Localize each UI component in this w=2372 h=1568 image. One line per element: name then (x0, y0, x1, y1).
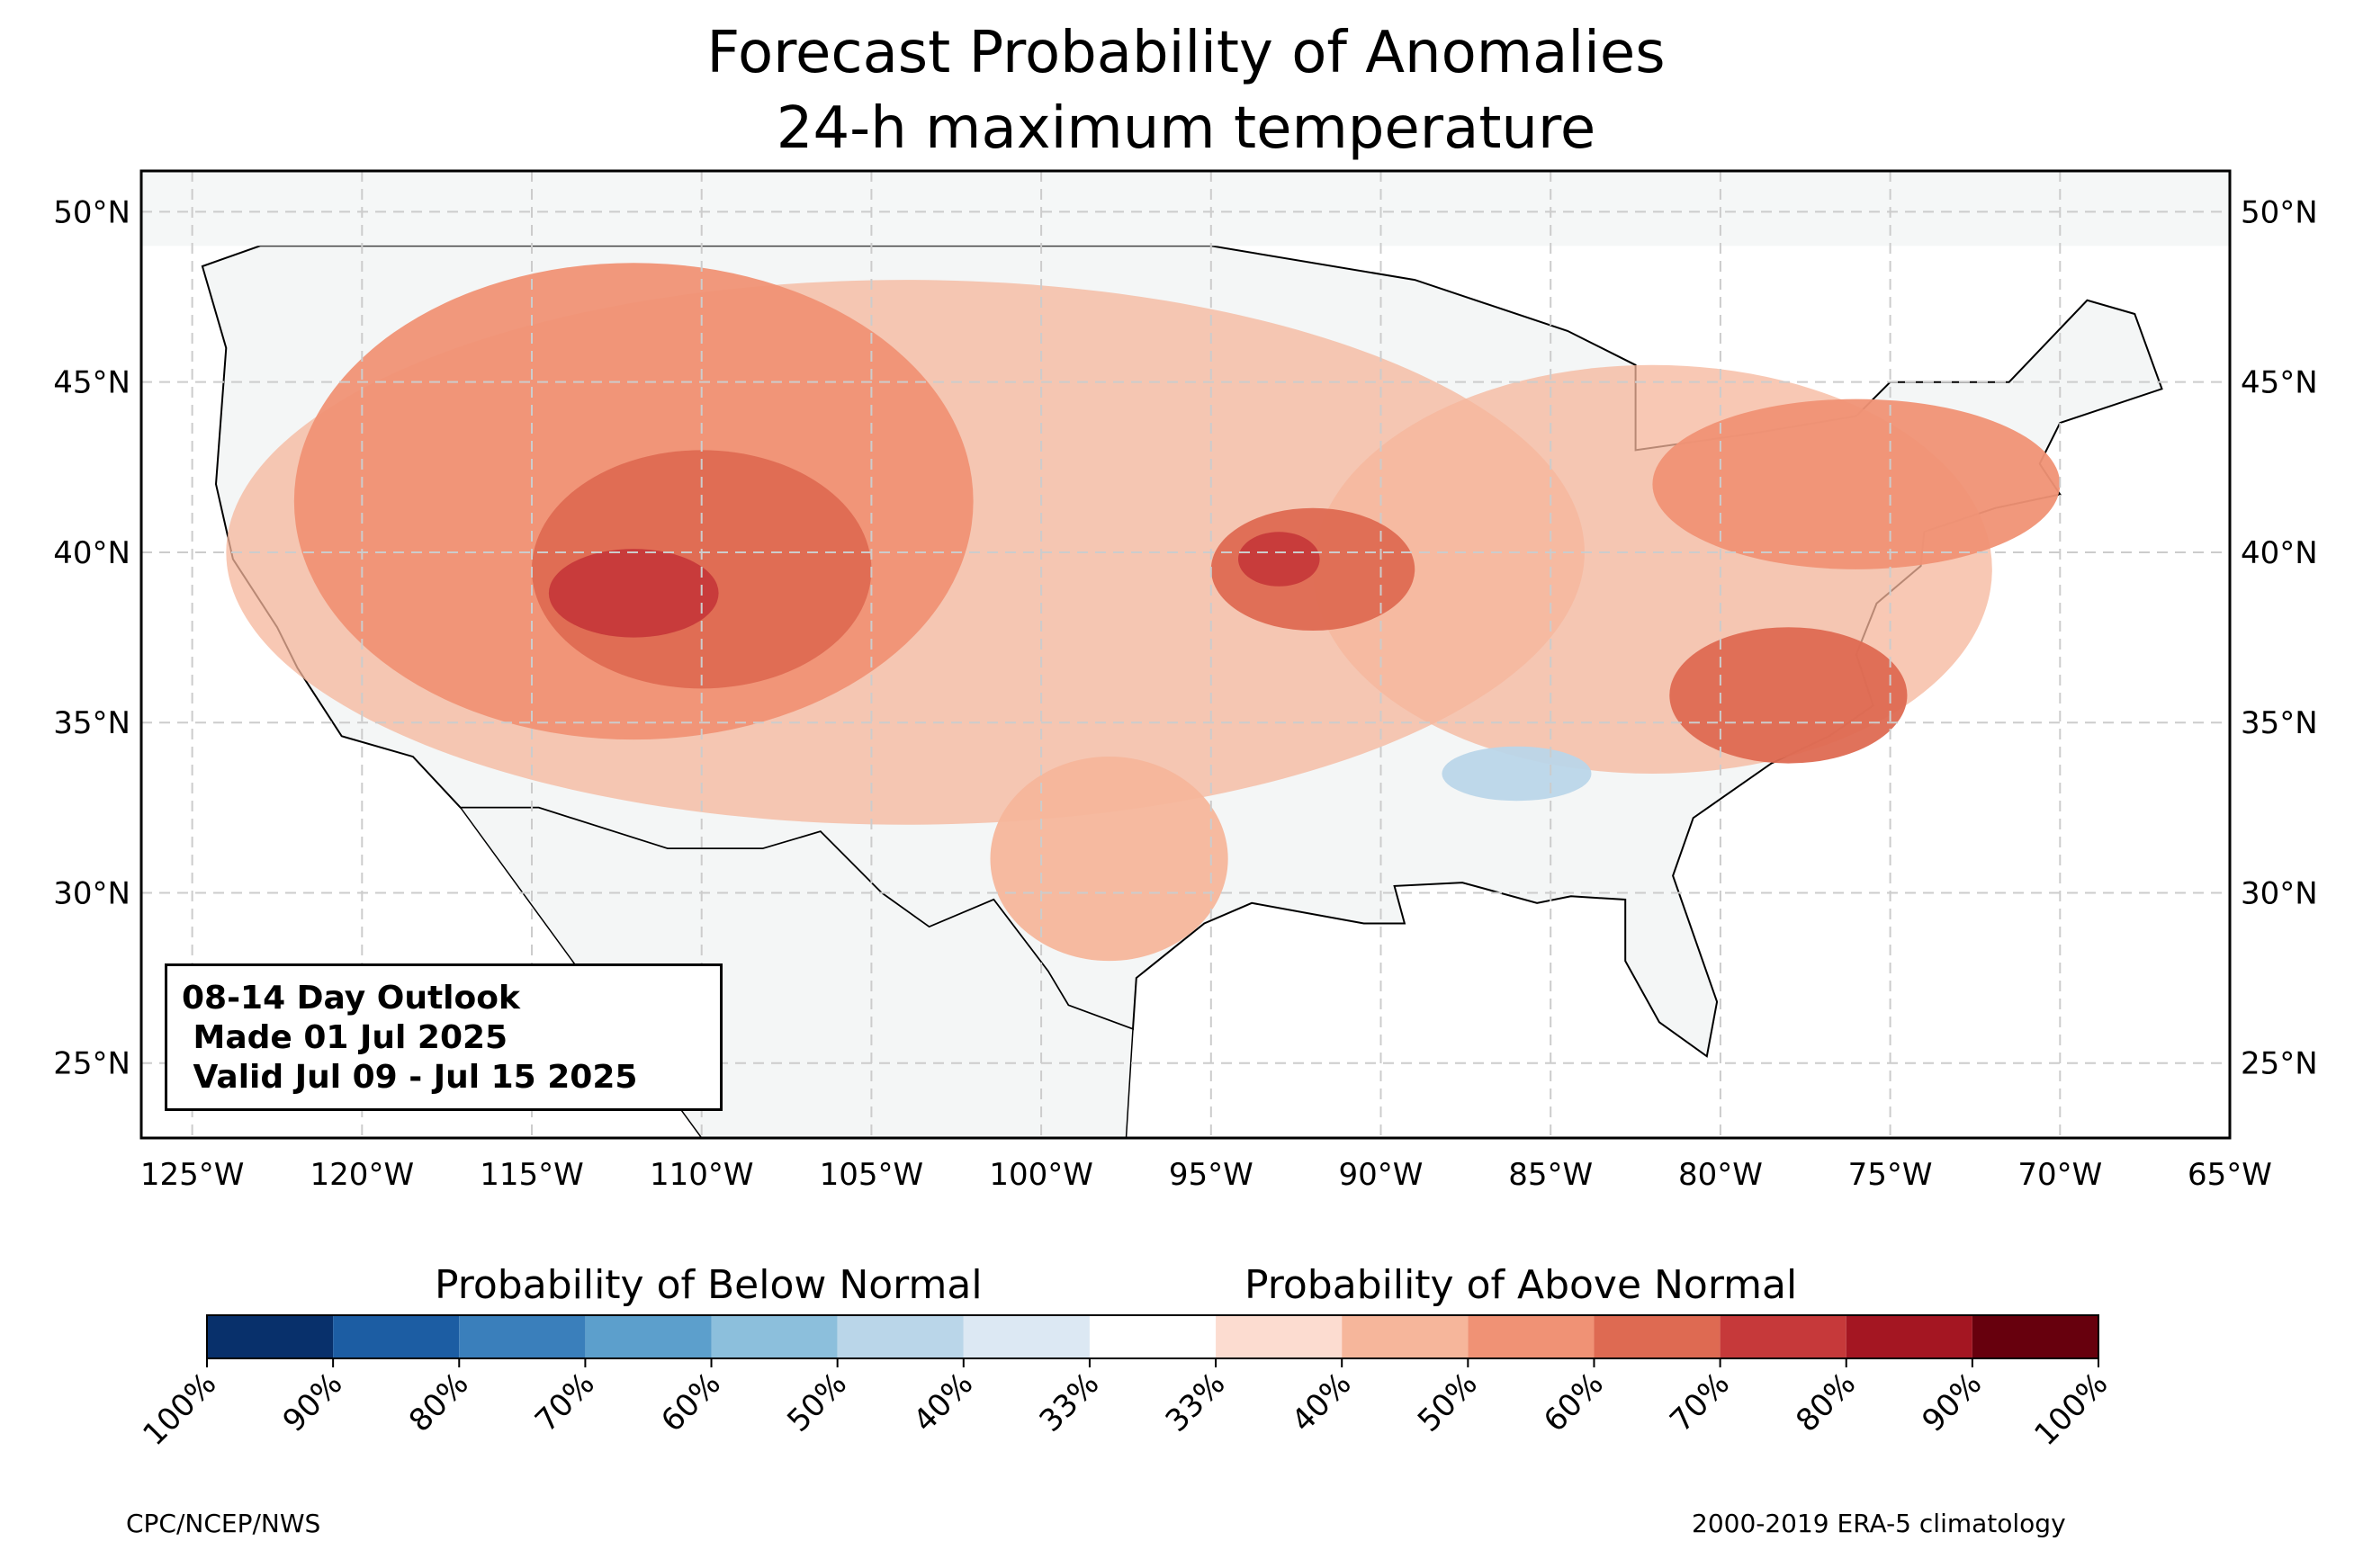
lat-tick-label-left: 50°N (53, 194, 130, 230)
lat-tick-label-left: 30°N (53, 875, 130, 911)
lon-tick-label: 75°W (1848, 1157, 1933, 1193)
lon-tick-label: 120°W (310, 1157, 415, 1193)
colorbar-segment (1846, 1315, 1972, 1358)
lat-tick-label-left: 25°N (53, 1046, 130, 1082)
lon-tick-label: 110°W (650, 1157, 754, 1193)
lat-tick-label-right: 50°N (2241, 194, 2318, 230)
outlook-valid-dates: Valid Jul 09 - Jul 15 2025 (182, 1059, 638, 1096)
colorbar-segment (333, 1315, 460, 1358)
lat-tick-label-left: 40°N (53, 535, 130, 571)
lat-tick-label-right: 40°N (2241, 535, 2318, 571)
colorbar-tick-label: 80% (402, 1366, 476, 1439)
colorbar-tick-label: 100% (136, 1366, 223, 1453)
lon-tick-label: 85°W (1508, 1157, 1593, 1193)
lon-tick-label: 65°W (2188, 1157, 2272, 1193)
colorbar-segment (837, 1315, 964, 1358)
outlook-period: 08-14 Day Outlook (182, 980, 520, 1017)
colorbar-segment (711, 1315, 838, 1358)
map-frame (139, 169, 2232, 1140)
colorbar-segment (1089, 1315, 1217, 1358)
climatology-note: 2000-2019 ERA-5 climatology (1692, 1509, 2066, 1538)
outlook-box: 08-14 Day Outlook Made 01 Jul 2025 Valid… (165, 963, 723, 1111)
colorbar-segment (585, 1315, 712, 1358)
lon-tick-label: 70°W (2017, 1157, 2102, 1193)
colorbar-segment (459, 1315, 586, 1358)
lat-tick-label-left: 45°N (53, 365, 130, 401)
colorbar-segment (1594, 1315, 1721, 1358)
colorbar-segment (1342, 1315, 1469, 1358)
colorbar-tick-label: 70% (1663, 1366, 1737, 1439)
anomaly-region (1237, 532, 1320, 587)
colorbar-tick-label: 40% (1285, 1366, 1359, 1439)
above-normal-heading: Probability of Above Normal (1244, 1262, 1798, 1308)
anomaly-region (990, 757, 1228, 962)
mexico-land (459, 807, 1134, 1139)
colorbar-segment (963, 1315, 1090, 1358)
colorbar-tick-label: 50% (780, 1366, 854, 1439)
outlook-made-date: Made 01 Jul 2025 (182, 1019, 508, 1056)
colorbar: 100% 90% 80% 70% 60% 50% 40% 33% 33% 40% 50% 60% 70%… (136, 1314, 2115, 1453)
anomaly-region (1669, 627, 1908, 764)
colorbar-tick-label: 100% (2027, 1366, 2115, 1453)
axis-layer: 125°W 120°W 115°W 110°W 105°W 100°W 95°W 90°W 85… (53, 169, 2318, 1193)
lon-tick-label: 115°W (480, 1157, 584, 1193)
colorbar-segment (1216, 1315, 1343, 1358)
lon-tick-label: 105°W (820, 1157, 924, 1193)
colorbar-tick-label: 33% (1159, 1366, 1233, 1439)
colorbar-segment (1720, 1315, 1846, 1358)
lat-tick-label-left: 35°N (53, 705, 130, 741)
anomaly-region (548, 549, 719, 638)
lon-tick-label: 80°W (1678, 1157, 1763, 1193)
source-credit: CPC/NCEP/NWS (126, 1509, 321, 1538)
lat-tick-label-right: 35°N (2241, 705, 2318, 741)
colorbar-tick-label: 33% (1033, 1366, 1107, 1439)
colorbar-segment (207, 1315, 334, 1358)
chart-subtitle: 24-h maximum temperature (776, 95, 1596, 162)
colorbar-tick-label: 90% (276, 1366, 350, 1439)
lat-tick-label-right: 30°N (2241, 875, 2318, 911)
colorbar-frame (206, 1314, 2099, 1359)
lon-tick-label: 100°W (989, 1157, 1093, 1193)
canada-land (141, 171, 2230, 246)
colorbar-tick-label: 60% (654, 1366, 728, 1439)
anomaly-region (1652, 399, 2061, 569)
colorbar-tick-label: 60% (1537, 1366, 1611, 1439)
lon-tick-label: 125°W (140, 1157, 245, 1193)
colorbar-segment (1972, 1315, 2098, 1358)
below-normal-heading: Probability of Below Normal (435, 1262, 983, 1308)
lat-tick-label-right: 25°N (2241, 1046, 2318, 1082)
colorbar-tick-label: 70% (528, 1366, 602, 1439)
colorbar-tick-label: 50% (1411, 1366, 1485, 1439)
lon-tick-label: 95°W (1169, 1157, 1253, 1193)
colorbar-tick-label: 80% (1789, 1366, 1863, 1439)
lat-tick-label-right: 45°N (2241, 365, 2318, 401)
chart-title: Forecast Probability of Anomalies (706, 20, 1666, 86)
colorbar-segment (1468, 1315, 1595, 1358)
colorbar-tick-label: 40% (906, 1366, 980, 1439)
lon-tick-label: 90°W (1339, 1157, 1424, 1193)
anomaly-region (1442, 746, 1592, 802)
colorbar-tick-label: 90% (1916, 1366, 1990, 1439)
